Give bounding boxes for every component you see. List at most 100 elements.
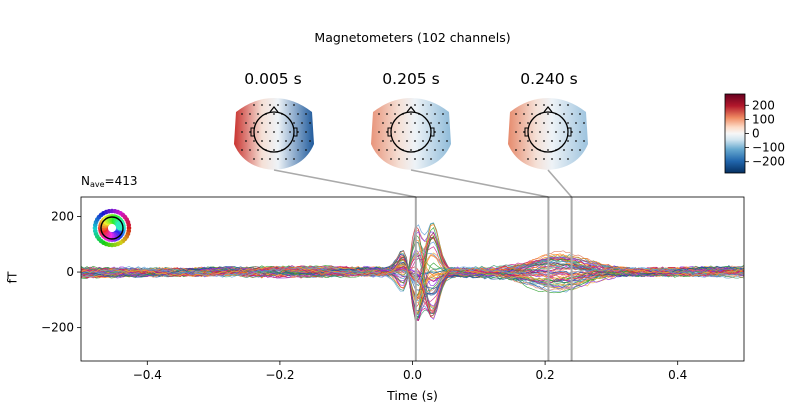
sensor-dot <box>515 113 517 115</box>
sensor-dot <box>406 140 408 142</box>
sensor-dot <box>551 158 553 160</box>
sensor-dot <box>438 122 440 124</box>
sensor-dot <box>269 140 271 142</box>
sensor-dot <box>305 113 307 115</box>
sensor-dot <box>253 122 255 124</box>
sensor-dot <box>551 104 553 106</box>
figure-suptitle: Magnetometers (102 channels) <box>314 30 511 45</box>
sensor-dot <box>422 104 424 106</box>
sensor-legend-dot <box>126 222 132 228</box>
sensor-dot <box>249 149 251 151</box>
sensor-dot <box>261 122 263 124</box>
sensor-dot <box>543 158 545 160</box>
sensor-dot <box>390 140 392 142</box>
sensor-dot <box>539 131 541 133</box>
sensor-dot <box>422 140 424 142</box>
nave-label: Nave=413 <box>81 174 138 189</box>
sensor-dot <box>543 140 545 142</box>
channel-trace <box>81 251 744 315</box>
sensor-dot <box>426 131 428 133</box>
sensor-dot <box>515 131 517 133</box>
sensor-dot <box>241 113 243 115</box>
y-tick-label: −200 <box>41 321 74 335</box>
sensor-dot <box>277 104 279 106</box>
sensor-dot <box>378 113 380 115</box>
sensor-dot <box>547 113 549 115</box>
sensor-dot <box>273 149 275 151</box>
x-axis-label: Time (s) <box>387 388 438 403</box>
topomap-connector <box>410 169 549 198</box>
sensor-dot <box>253 140 255 142</box>
sensor-dot <box>261 158 263 160</box>
sensor-dot <box>382 122 384 124</box>
sensor-dot <box>285 122 287 124</box>
colorbar-tick-label: 100 <box>752 112 775 126</box>
sensor-dot <box>523 131 525 133</box>
sensor-dot <box>551 140 553 142</box>
sensor-dot <box>422 122 424 124</box>
sensor-color-legend <box>92 208 132 248</box>
topomap-title-3: 0.240 s <box>520 70 578 88</box>
sensor-dot <box>245 140 247 142</box>
sensor-dot <box>559 140 561 142</box>
sensor-dot <box>394 113 396 115</box>
sensor-dot <box>523 149 525 151</box>
sensor-dot <box>273 131 275 133</box>
sensor-dot <box>559 104 561 106</box>
sensor-dot <box>301 140 303 142</box>
sensor-dot <box>442 149 444 151</box>
sensor-dot <box>583 140 585 142</box>
sensor-dot <box>293 158 295 160</box>
sensor-dot <box>386 113 388 115</box>
topomap-title-1: 0.005 s <box>244 70 302 88</box>
sensor-dot <box>289 149 291 151</box>
sensor-dot <box>406 158 408 160</box>
sensor-dot <box>531 131 533 133</box>
channel-trace <box>81 257 744 307</box>
sensor-dot <box>257 113 259 115</box>
sensor-dot <box>519 122 521 124</box>
sensor-dot <box>410 113 412 115</box>
sensor-dot <box>446 140 448 142</box>
sensor-dot <box>402 131 404 133</box>
topomap-field <box>371 98 451 170</box>
x-tick-label: 0.4 <box>668 368 687 382</box>
topomap-field <box>508 98 588 170</box>
sensor-dot <box>438 140 440 142</box>
sensor-dot <box>281 131 283 133</box>
sensor-dot <box>567 158 569 160</box>
sensor-dot <box>289 131 291 133</box>
sensor-dot <box>297 113 299 115</box>
sensor-dot <box>398 140 400 142</box>
butterfly-plot: −0.4 −0.2 0.0 0.2 0.4 200 0 −200 <box>41 196 745 382</box>
sensor-dot <box>390 104 392 106</box>
sensor-dot <box>575 122 577 124</box>
sensor-dot <box>527 104 529 106</box>
sensor-dot <box>285 140 287 142</box>
sensor-dot <box>394 131 396 133</box>
sensor-dot <box>261 140 263 142</box>
sensor-dot <box>293 122 295 124</box>
x-tick-label: −0.4 <box>133 368 162 382</box>
sensor-dot <box>422 158 424 160</box>
sensor-dot <box>563 131 565 133</box>
sensor-dot <box>394 149 396 151</box>
sensor-dot <box>559 122 561 124</box>
ear-left <box>524 127 529 137</box>
sensor-dot <box>398 158 400 160</box>
sensor-dot <box>442 113 444 115</box>
sensor-dot <box>414 104 416 106</box>
sensor-dot <box>305 131 307 133</box>
time-markers <box>414 197 573 361</box>
nose-outline <box>269 106 279 113</box>
sensor-dot <box>527 158 529 160</box>
sensor-dot <box>269 104 271 106</box>
sensor-dot <box>434 113 436 115</box>
sensor-dot <box>305 149 307 151</box>
sensor-dot <box>253 158 255 160</box>
channel-trace <box>81 266 744 286</box>
sensor-dot <box>583 122 585 124</box>
channel-trace <box>81 252 744 303</box>
